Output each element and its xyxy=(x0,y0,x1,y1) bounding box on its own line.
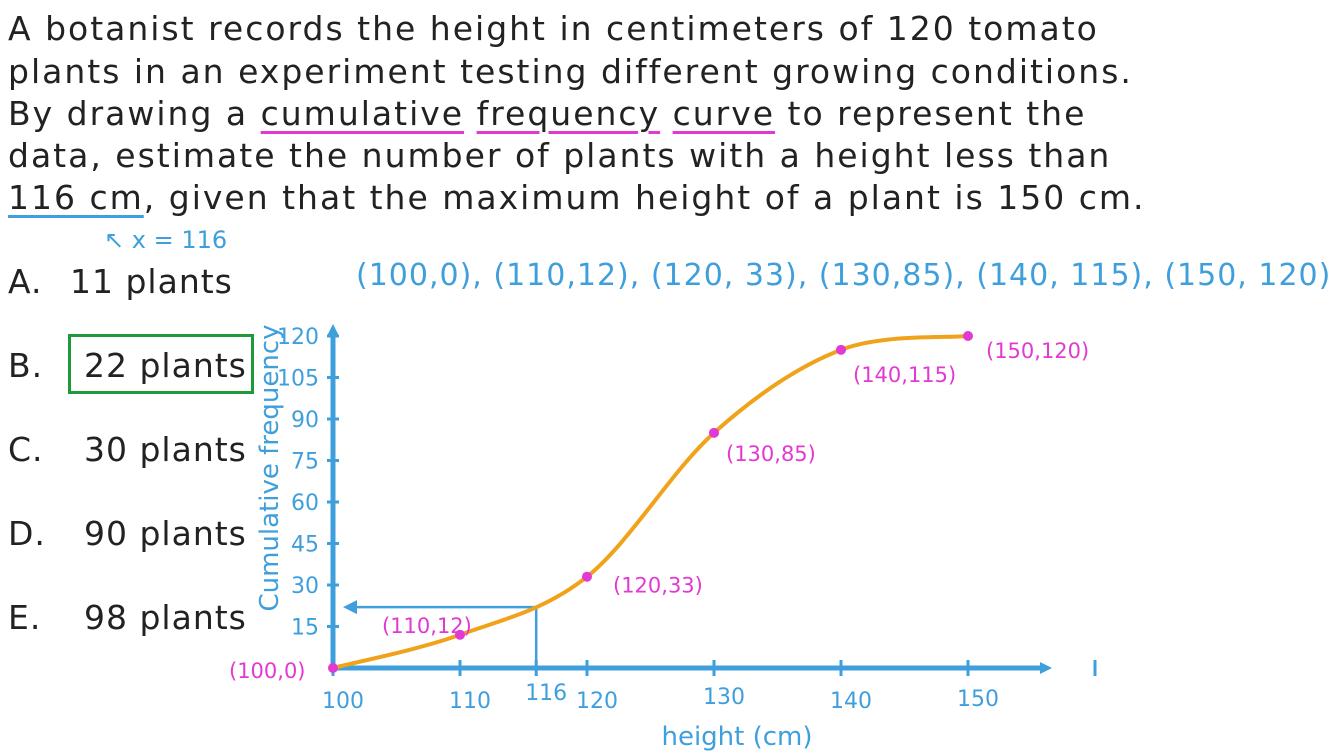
data-point xyxy=(455,629,465,640)
question-line-5: 116 cm, given that the maximum height of… xyxy=(8,181,1146,214)
y-tick-label: 105 xyxy=(277,367,319,392)
x-tick-label: 130 xyxy=(703,685,745,710)
cumulative-frequency-curve xyxy=(331,334,970,670)
option-a[interactable]: A. 11 plants xyxy=(8,262,233,301)
option-e[interactable]: E. 98 plants xyxy=(8,598,247,637)
x-tick-label: 110 xyxy=(449,689,491,714)
question-line-1: A botanist records the height in centime… xyxy=(8,9,1099,48)
question-line-3: By drawing a cumulative frequency curve … xyxy=(8,97,1086,130)
keyword-curve: curve xyxy=(672,94,776,133)
y-tick-label: 15 xyxy=(291,616,319,641)
x-axis-title: height (cm) xyxy=(661,722,812,752)
y-tick-label: 120 xyxy=(277,325,319,350)
arrow-up-icon: ↖ xyxy=(104,226,125,254)
y-tick-label: 90 xyxy=(291,408,319,433)
option-text: 11 plants xyxy=(70,262,233,301)
option-letter: C. xyxy=(8,430,44,469)
y-axis-title: Cumulative frequency xyxy=(255,324,285,611)
y-tick-label: 30 xyxy=(291,574,319,599)
points-list: (100,0), (110,12), (120, 33), (130,85), … xyxy=(356,258,1332,293)
data-point-label: (150,120) xyxy=(986,339,1089,363)
question-line-3-start: By drawing a xyxy=(8,94,261,133)
x-equals-label: x = 116 xyxy=(131,226,228,254)
x-tick-label: 120 xyxy=(576,689,618,714)
question-line-2: plants in an experiment testing differen… xyxy=(8,52,1133,91)
question-line-5-end: , given that the maximum height of a pla… xyxy=(143,178,1146,217)
y-tick-label: 75 xyxy=(291,450,319,475)
data-point-label: (100,0) xyxy=(229,659,306,683)
keyword-cumulative: cumulative xyxy=(260,94,465,133)
option-b[interactable]: B. 22 plants xyxy=(8,346,247,385)
answer-box xyxy=(68,334,254,394)
option-text: 22 plants xyxy=(84,346,247,385)
option-d[interactable]: D. 90 plants xyxy=(8,514,247,553)
question-line-4: data, estimate the number of plants with… xyxy=(8,136,1112,175)
highlight-116cm: 116 cm xyxy=(8,178,144,217)
question-line-3-end: to represent the xyxy=(775,94,1087,133)
data-point-label: (120,33) xyxy=(613,574,703,598)
y-tick-label: 45 xyxy=(291,533,319,558)
option-letter: E. xyxy=(8,598,42,637)
data-point-label: (110,12) xyxy=(382,614,472,638)
option-text: 98 plants xyxy=(84,598,247,637)
y-tick-label: 60 xyxy=(291,491,319,516)
x-tick-label: 100 xyxy=(322,689,364,714)
x-equals-note: ↖ x = 116 xyxy=(104,226,227,254)
data-point-label: (130,85) xyxy=(726,442,816,466)
x-tick-label: 140 xyxy=(830,689,872,714)
data-point xyxy=(709,427,719,438)
data-point xyxy=(582,571,592,582)
keyword-frequency: frequency xyxy=(476,94,661,133)
option-letter: A. xyxy=(8,262,43,301)
data-point xyxy=(836,344,846,355)
option-letter: D. xyxy=(8,514,46,553)
option-letter: B. xyxy=(8,346,44,385)
option-text: 30 plants xyxy=(84,430,247,469)
data-point-label: (140,115) xyxy=(853,363,956,387)
x-tick-label: 116 xyxy=(525,681,567,706)
data-point xyxy=(328,663,338,673)
option-text: 90 plants xyxy=(84,514,247,553)
option-c[interactable]: C. 30 plants xyxy=(8,430,247,469)
x-tick-label: 150 xyxy=(957,687,999,712)
data-point xyxy=(963,331,973,341)
